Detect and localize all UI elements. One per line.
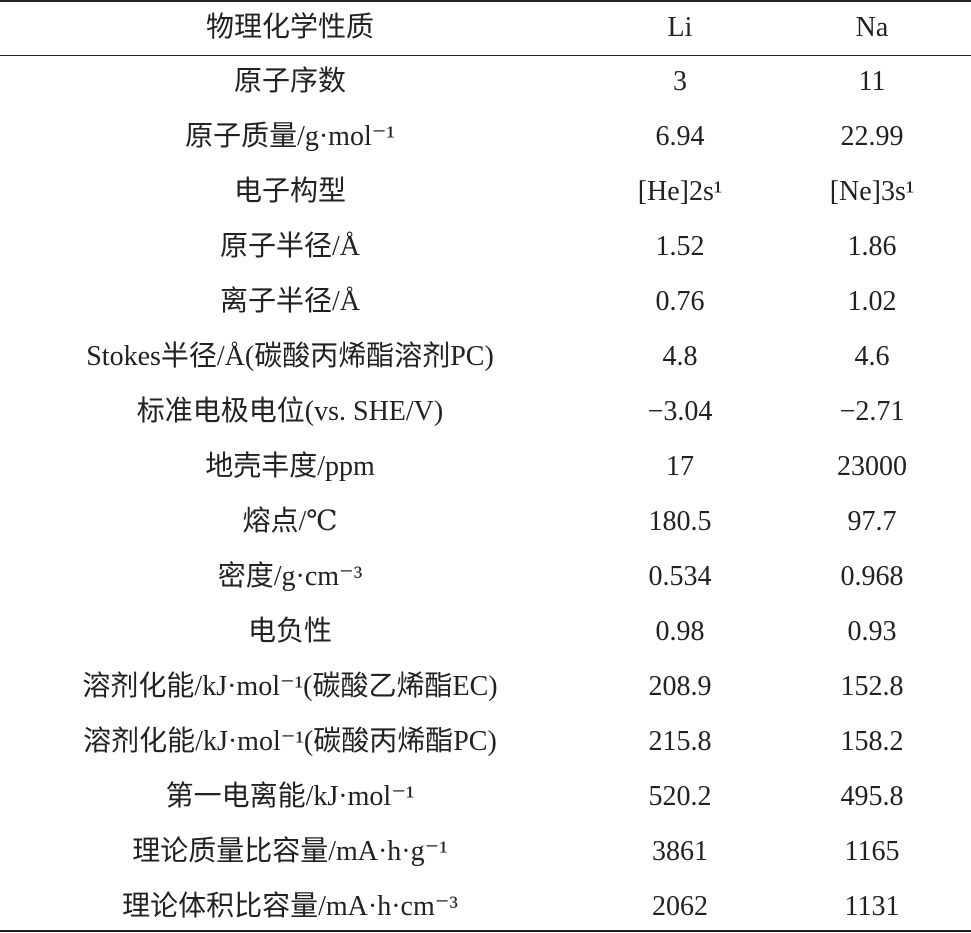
value-cell: 4.6 bbox=[854, 341, 890, 372]
value-cell: 97.7 bbox=[847, 506, 897, 537]
top-rule bbox=[0, 0, 971, 2]
property-cell: 溶剂化能/kJ·mol⁻¹(碳酸乙烯酯EC) bbox=[82, 671, 498, 702]
property-cell: 标准电极电位(vs. SHE/V) bbox=[136, 396, 444, 427]
property-cell: 地壳丰度/ppm bbox=[205, 451, 375, 482]
property-cell: 理论质量比容量/mA·h·g⁻¹ bbox=[132, 836, 448, 867]
value-cell: 1165 bbox=[844, 836, 900, 867]
value-cell: −3.04 bbox=[647, 396, 713, 427]
header-cell: 物理化学性质 bbox=[205, 12, 375, 43]
header-cell: Li bbox=[667, 12, 693, 43]
property-cell: 离子半径/Å bbox=[219, 286, 361, 317]
value-cell: 2062 bbox=[652, 891, 708, 922]
property-cell: 原子质量/g·mol⁻¹ bbox=[185, 121, 395, 152]
property-cell: 第一电离能/kJ·mol⁻¹ bbox=[165, 781, 415, 812]
value-cell: 0.98 bbox=[655, 616, 705, 647]
value-cell: 0.76 bbox=[655, 286, 705, 317]
header-cell: Na bbox=[855, 12, 889, 43]
value-cell: 1.52 bbox=[655, 231, 705, 262]
value-cell: 0.534 bbox=[648, 561, 712, 592]
value-cell: 0.93 bbox=[847, 616, 897, 647]
value-cell: 152.8 bbox=[840, 671, 904, 702]
value-cell: 22.99 bbox=[840, 121, 904, 152]
value-cell: −2.71 bbox=[839, 396, 905, 427]
value-cell: [He]2s¹ bbox=[637, 176, 723, 207]
property-cell: 电负性 bbox=[247, 616, 333, 647]
value-cell: 1131 bbox=[844, 891, 900, 922]
value-cell: 208.9 bbox=[648, 671, 712, 702]
property-cell: 熔点/℃ bbox=[242, 506, 338, 537]
property-cell: 原子半径/Å bbox=[219, 231, 361, 262]
property-cell: 电子构型 bbox=[233, 176, 347, 207]
value-cell: 3861 bbox=[652, 836, 708, 867]
property-cell: Stokes半径/Å(碳酸丙烯酯溶剂PC) bbox=[86, 341, 494, 372]
property-cell: 原子序数 bbox=[233, 66, 347, 97]
value-cell: 0.968 bbox=[840, 561, 904, 592]
bottom-rule bbox=[0, 930, 971, 932]
value-cell: 520.2 bbox=[648, 781, 712, 812]
value-cell: 17 bbox=[666, 451, 694, 482]
value-cell: 180.5 bbox=[648, 506, 712, 537]
value-cell: 1.86 bbox=[847, 231, 897, 262]
value-cell: 3 bbox=[673, 66, 687, 97]
property-cell: 溶剂化能/kJ·mol⁻¹(碳酸丙烯酯PC) bbox=[83, 726, 497, 757]
value-cell: 6.94 bbox=[655, 121, 705, 152]
property-cell: 密度/g·cm⁻³ bbox=[217, 561, 363, 592]
value-cell: 1.02 bbox=[847, 286, 897, 317]
value-cell: 158.2 bbox=[840, 726, 904, 757]
value-cell: 215.8 bbox=[648, 726, 712, 757]
header-rule bbox=[0, 55, 971, 56]
value-cell: 23000 bbox=[837, 451, 907, 482]
value-cell: [Ne]3s¹ bbox=[829, 176, 915, 207]
value-cell: 11 bbox=[858, 66, 886, 97]
property-cell: 理论体积比容量/mA·h·cm⁻³ bbox=[122, 891, 458, 922]
value-cell: 4.8 bbox=[662, 341, 698, 372]
value-cell: 495.8 bbox=[840, 781, 904, 812]
